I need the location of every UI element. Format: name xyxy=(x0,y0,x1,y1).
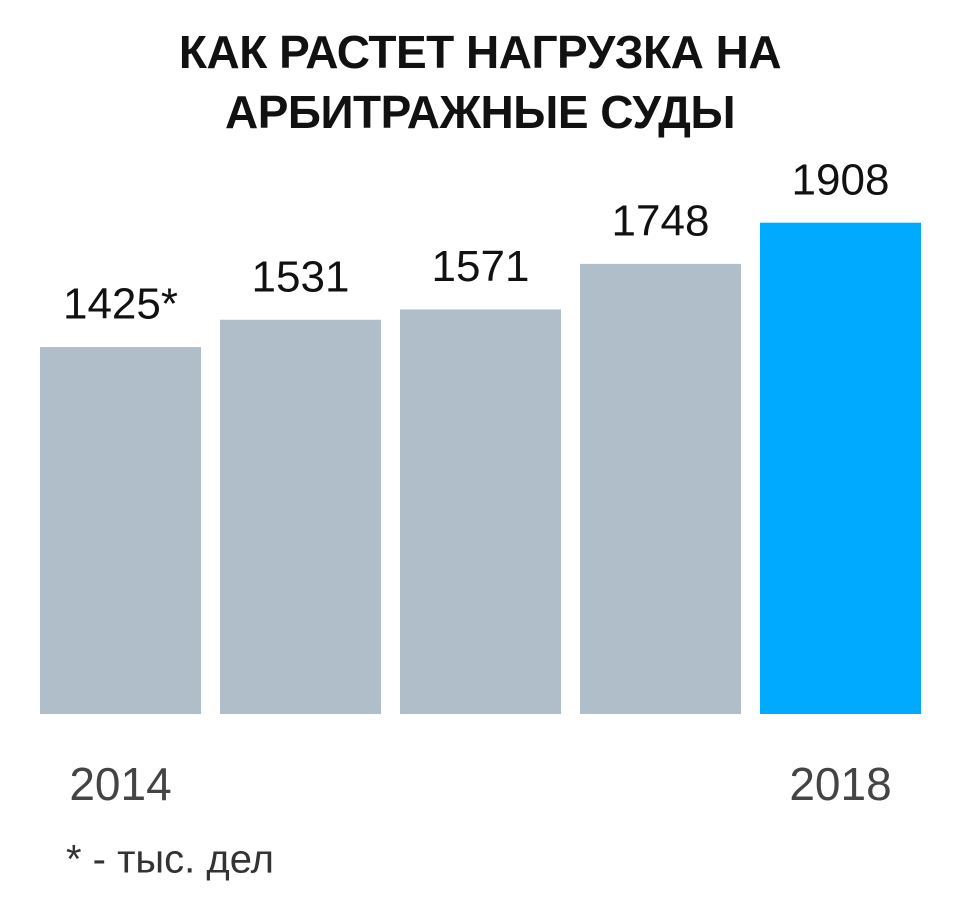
bar xyxy=(220,319,381,714)
footnote: * - тыс. дел xyxy=(66,838,274,882)
value-label: 1571 xyxy=(432,242,530,291)
x-tick-label: 2018 xyxy=(789,758,891,810)
value-label: 1531 xyxy=(252,252,350,301)
value-label: 1425* xyxy=(63,280,178,329)
value-label: 1908 xyxy=(792,155,890,204)
value-label: 1748 xyxy=(612,197,710,246)
bar xyxy=(580,263,741,714)
bar xyxy=(760,222,921,714)
chart-title: КАК РАСТЕТ НАГРУЗКА НА АРБИТРАЖНЫЕ СУДЫ xyxy=(178,26,782,138)
bar xyxy=(40,347,201,714)
bar xyxy=(400,309,561,714)
x-tick-label: 2014 xyxy=(69,758,171,810)
title-box: КАК РАСТЕТ НАГРУЗКА НА АРБИТРАЖНЫЕ СУДЫ xyxy=(0,22,960,142)
